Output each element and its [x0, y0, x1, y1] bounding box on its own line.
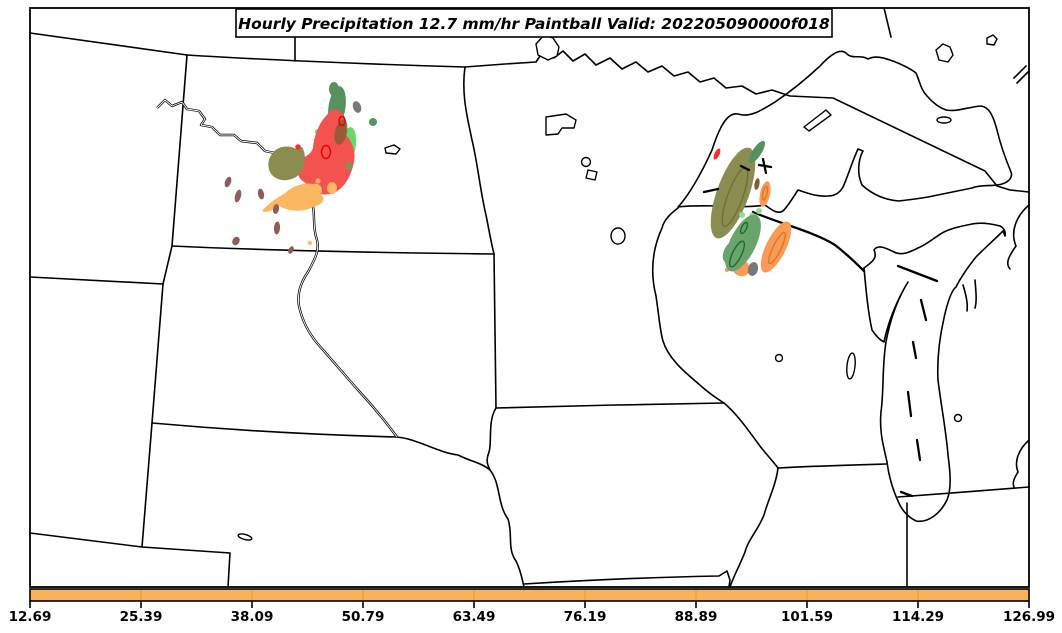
blob-red-dot-river [295, 144, 301, 150]
colorbar-tick-label: 114.29 [892, 609, 944, 625]
isle-royale [803, 109, 832, 132]
colorbar-tick-label: 88.89 [675, 609, 718, 625]
title-box-frame [235, 8, 833, 38]
colorbar-tick-label: 101.59 [781, 609, 833, 625]
blob-orange-small [327, 182, 337, 194]
blob-seagreen-west-top [329, 82, 339, 96]
blob-seagreen-superior [748, 140, 766, 164]
border-nd-sd [171, 245, 495, 255]
contour-green-large [728, 240, 746, 268]
ontario-slashes [1013, 65, 1030, 84]
lake-huron-edge [1007, 204, 1030, 488]
contour-orange-small [761, 185, 769, 201]
colorbar-tick-label: 25.39 [120, 609, 163, 625]
border-mn-wi [651, 207, 725, 404]
station-markers [702, 157, 773, 194]
blob-mint-3 [739, 212, 745, 218]
blob-maroon-4 [272, 204, 280, 214]
lake-superior-outline [677, 50, 1013, 213]
up-south-shore [863, 222, 1007, 269]
paintball-blobs-west [224, 82, 377, 254]
lakes [237, 34, 1030, 541]
red-lakes [545, 113, 577, 136]
lake-nipigon [935, 43, 954, 63]
colorbar-tick-label: 50.79 [342, 609, 385, 625]
map-frame [29, 7, 1030, 588]
border-ia-mo [523, 570, 731, 588]
blob-orange-dot2 [308, 241, 312, 245]
paintball-blobs-east [702, 140, 792, 277]
blob-gray-west [352, 101, 362, 113]
blob-maroon-2 [234, 189, 242, 203]
colorbar-bar [29, 588, 1030, 602]
blob-maroon-1 [224, 176, 232, 188]
colorbar-tick-label: 12.69 [9, 609, 52, 625]
contour-red-small [338, 115, 346, 127]
blob-brown-sliver [754, 178, 760, 190]
colorbar-separators [140, 590, 919, 600]
contour-orange-large [768, 231, 786, 265]
border-sd-mn [493, 253, 497, 409]
mille-lacs-lake [610, 227, 626, 245]
blob-maroon-7 [288, 246, 294, 254]
blob-green-wisconsin-bump [722, 240, 740, 264]
plot-title: Hourly Precipitation 12.7 mm/hr Paintbal… [238, 15, 830, 33]
blob-orange-dot1 [315, 178, 321, 184]
colorbar-tickmarks [29, 601, 1030, 608]
blob-seagreen-dot-east [369, 118, 377, 126]
blob-gray-wisconsin [747, 262, 759, 276]
blob-olive-dot [345, 162, 353, 170]
state-borders [29, 7, 1030, 588]
colorbar-tick-label: 126.99 [1003, 609, 1055, 625]
canada-lake-2 [986, 34, 998, 46]
title-box: Hourly Precipitation 12.7 mm/hr Paintbal… [235, 8, 833, 38]
border-canada-lakes [464, 49, 1030, 193]
blob-brown-overlap-west [334, 119, 348, 145]
wi-lake [774, 353, 784, 363]
devils-lake [384, 144, 401, 155]
border-41n [29, 532, 231, 588]
border-missouri-ne [396, 436, 525, 588]
blob-red-sliver [713, 148, 721, 160]
colorbar-tick-label: 76.19 [564, 609, 607, 625]
ne-lake [237, 533, 253, 541]
contour-red-d [320, 144, 332, 160]
border-canada-west [29, 32, 466, 68]
colorbar-tick-label: 63.49 [453, 609, 496, 625]
contour-green-small [739, 221, 749, 235]
colorbar-tick-label: 38.09 [231, 609, 274, 625]
lake-winnibigoshish [580, 156, 592, 168]
houghton-lake [953, 413, 963, 423]
superior-island [936, 116, 952, 124]
blob-maroon-5 [273, 221, 281, 235]
blobs-maroon-west [224, 176, 294, 254]
lake-michigan-boundary-dashes [896, 264, 939, 498]
border-big-sioux [486, 407, 497, 471]
border-wi-mi [751, 210, 866, 273]
blob-maroon-6 [232, 236, 240, 246]
leech-lake [585, 169, 598, 181]
blob-maroon-3 [257, 188, 265, 200]
border-wi-il [777, 463, 887, 469]
blob-olive-west [268, 146, 305, 181]
border-mn-ia [495, 402, 725, 409]
border-mississippi [723, 402, 779, 588]
blob-mint-1 [756, 208, 762, 214]
border-sd-ne [151, 422, 398, 438]
lake-michigan-outline [863, 230, 1004, 523]
colorbar-tick-labels: 12.69 25.39 38.09 50.79 63.49 76.19 88.8… [9, 609, 1055, 625]
colorbar: 12.69 25.39 38.09 50.79 63.49 76.19 88.8… [9, 588, 1055, 625]
lake-winnebago [846, 352, 856, 380]
border-red-river [463, 66, 495, 255]
border-mt-wy [29, 276, 164, 285]
grand-traverse-bay [962, 279, 977, 312]
